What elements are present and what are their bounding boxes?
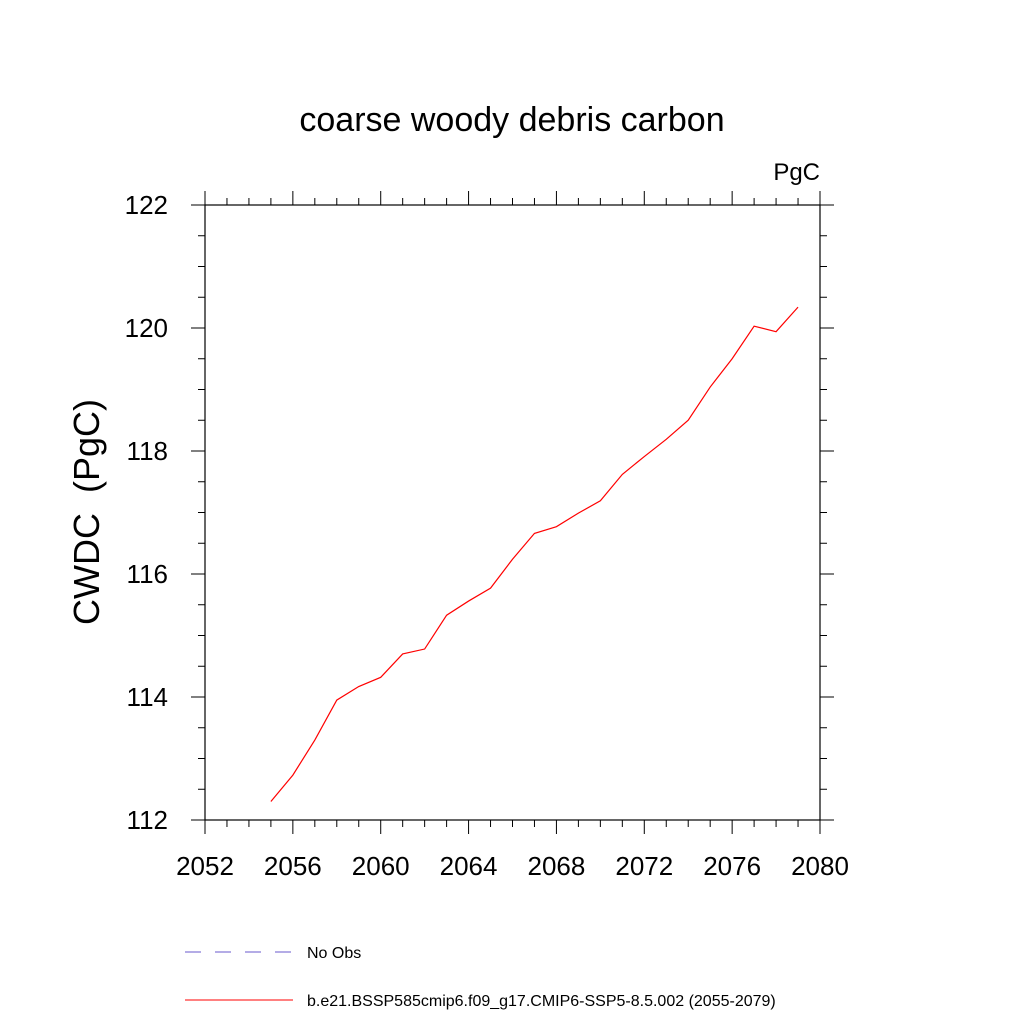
legend-label: No Obs <box>307 945 361 962</box>
y-tick-label: 116 <box>127 559 168 589</box>
series-line <box>270 306 799 802</box>
axes: 2052 2056 2060 2064 2068 2072 2076 2080 112 114 11… <box>125 190 849 881</box>
chart-title: coarse woody debris carbon <box>299 101 724 139</box>
x-tick-label: 2080 <box>791 851 849 881</box>
y-tick-label: 120 <box>125 313 168 343</box>
x-tick-label: 2068 <box>528 851 586 881</box>
y-tick-label: 118 <box>127 436 168 466</box>
y-tick-label: 122 <box>125 190 168 220</box>
x-tick-label: 2076 <box>703 851 761 881</box>
y-axis-label: CWDC (PgC) <box>66 399 107 625</box>
x-tick-label: 2060 <box>352 851 410 881</box>
x-tick-label: 2064 <box>440 851 498 881</box>
x-tick-label: 2072 <box>615 851 673 881</box>
units-label: PgC <box>773 159 820 186</box>
series-layer <box>270 306 799 802</box>
y-tick-label: 112 <box>127 805 168 835</box>
legend-label: b.e21.BSSP585cmip6.f09_g17.CMIP6-SSP5-8.… <box>307 993 776 1010</box>
plot-frame <box>204 204 821 821</box>
x-tick-label: 2052 <box>176 851 234 881</box>
legend: No Obs b.e21.BSSP585cmip6.f09_g17.CMIP6-S… <box>185 945 776 1010</box>
y-tick-label: 114 <box>127 682 168 712</box>
x-tick-label: 2056 <box>264 851 322 881</box>
